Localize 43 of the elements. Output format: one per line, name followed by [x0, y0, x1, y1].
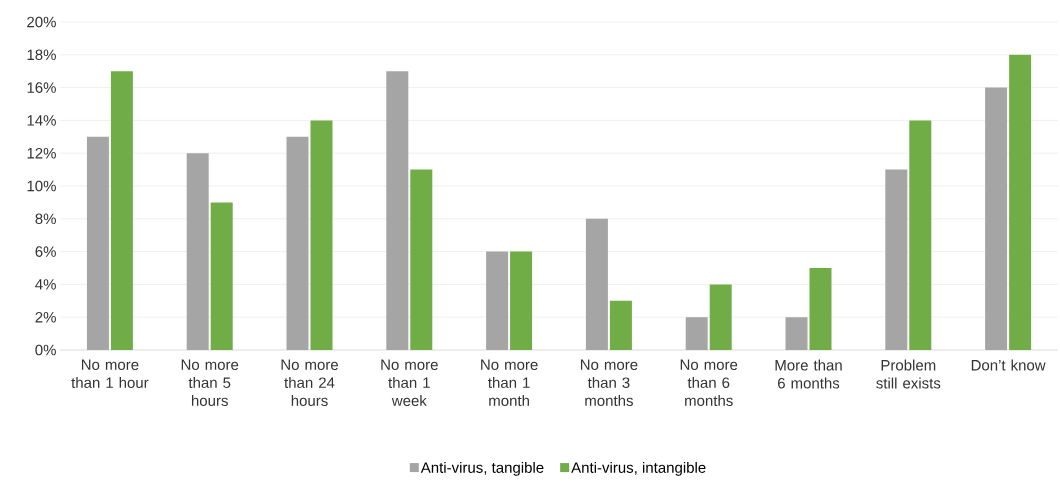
x-tick-label: No more than 6 months [680, 359, 738, 406]
y-tick-label: 2% [35, 311, 56, 323]
x-tick-label: No more than 3 months [580, 359, 638, 406]
bar [709, 284, 732, 350]
bar [985, 87, 1008, 350]
y-tick-label: 0% [35, 344, 56, 356]
bar [609, 300, 632, 350]
y-tick-label: 10% [27, 180, 56, 192]
bar [885, 169, 908, 350]
bar [286, 136, 309, 350]
bar [186, 153, 209, 350]
y-tick-label: 12% [27, 147, 56, 159]
legend-label: Anti-virus, tangible [420, 461, 544, 476]
bar [809, 268, 832, 350]
y-tick-label: 16% [27, 82, 56, 93]
y-tick-label: 8% [35, 213, 56, 225]
bar [310, 120, 333, 350]
bar [585, 218, 608, 350]
y-tick-label: 6% [35, 246, 56, 257]
x-tick-label: No more than 1 week [381, 359, 438, 406]
bar [210, 202, 233, 350]
x-tick-label: No more than 24 hours [281, 359, 338, 406]
y-tick-label: 4% [35, 279, 56, 290]
bar [86, 136, 109, 350]
bar [785, 317, 808, 350]
bar [110, 71, 133, 350]
x-tick-label: No more than 1 hour [71, 359, 149, 388]
x-tick-label: Don’t know [971, 359, 1046, 371]
x-tick-label: No more than 5 hours [181, 359, 239, 406]
x-tick-label: Problem still exists [876, 359, 941, 389]
bar [909, 120, 932, 350]
bar [510, 251, 533, 350]
x-tick-label: More than 6 months [775, 359, 842, 389]
bar [486, 251, 509, 350]
bar [1009, 54, 1032, 350]
y-tick-label: 18% [27, 49, 56, 61]
x-tick-label: No more than 1 month [481, 359, 538, 406]
bar [685, 317, 708, 350]
legend-label: Anti-virus, intangible [571, 461, 706, 476]
y-tick-label: 20% [27, 16, 56, 28]
bar [386, 71, 409, 350]
y-tick-label: 14% [27, 115, 56, 126]
bar [410, 169, 433, 350]
